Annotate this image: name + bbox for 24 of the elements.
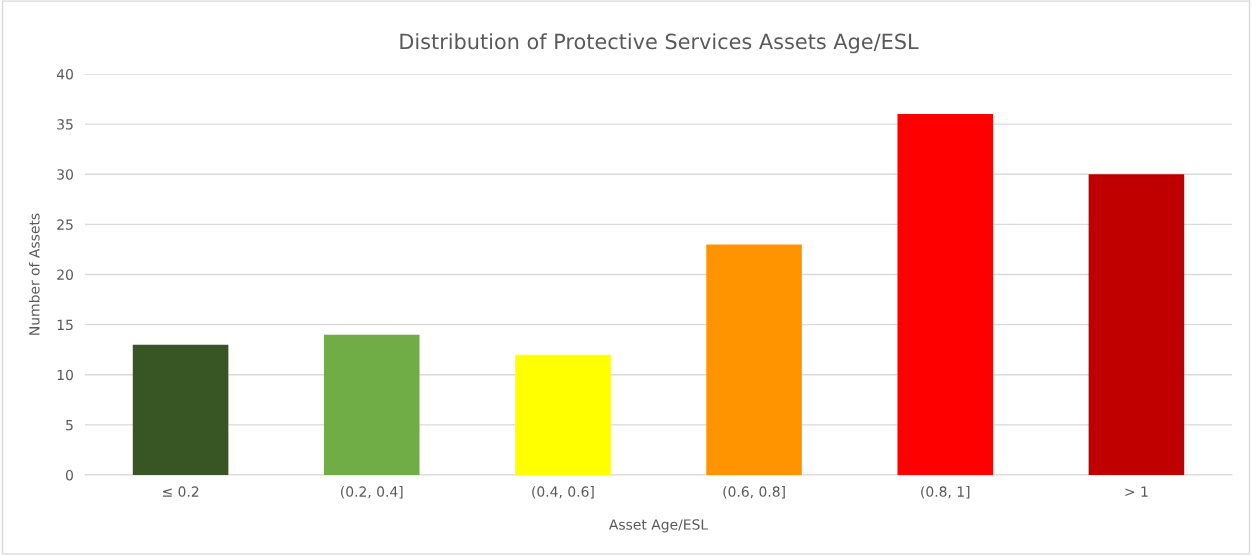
- x-tick-label: (0.8, 1]: [921, 486, 970, 499]
- bar: [515, 354, 611, 475]
- x-tick-label: (0.4, 0.6]: [532, 486, 594, 499]
- y-axis-title: Number of Assets: [28, 213, 40, 335]
- bar: [323, 334, 420, 475]
- y-tick-label: 20: [57, 269, 73, 280]
- bar: [706, 244, 802, 475]
- y-tick-label: 40: [56, 68, 73, 80]
- chart-title: Distribution of Protective Services Assets Age/ESL: [400, 33, 919, 54]
- bar: [897, 114, 994, 475]
- bar: [132, 344, 229, 475]
- x-tick-label: ≤ 0.2: [162, 486, 199, 497]
- y-tick-label: 30: [57, 169, 73, 180]
- y-tick-label: 0: [65, 469, 73, 481]
- x-tick-label: (0.2, 0.4]: [341, 486, 403, 499]
- y-tick-label: 35: [57, 119, 73, 130]
- y-tick-label: 25: [57, 219, 73, 230]
- x-tick-label: > 1: [1125, 486, 1148, 497]
- y-tick-label: 5: [66, 420, 73, 431]
- y-tick-label: 10: [57, 369, 73, 381]
- x-tick-label: (0.6, 0.8]: [723, 486, 785, 499]
- y-tick-label: 15: [57, 319, 73, 331]
- bar: [1088, 174, 1185, 475]
- x-axis-title: Asset Age/ESL: [608, 519, 709, 533]
